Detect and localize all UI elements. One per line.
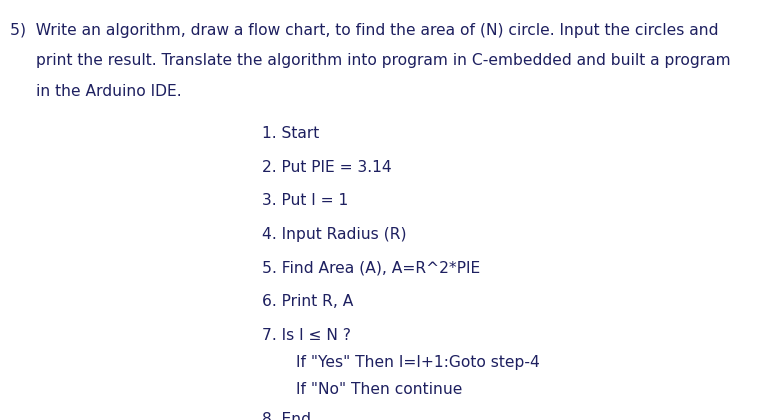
Text: 8. End: 8. End (262, 412, 311, 420)
Text: 1. Start: 1. Start (262, 126, 319, 141)
Text: 2. Put PIE = 3.14: 2. Put PIE = 3.14 (262, 160, 392, 175)
Text: 5)  Write an algorithm, draw a flow chart, to find the area of (N) circle. Input: 5) Write an algorithm, draw a flow chart… (10, 23, 718, 38)
Text: 7. Is I ≤ N ?: 7. Is I ≤ N ? (262, 328, 351, 343)
Text: 6. Print R, A: 6. Print R, A (262, 294, 353, 309)
Text: 3. Put I = 1: 3. Put I = 1 (262, 193, 348, 208)
Text: in the Arduino IDE.: in the Arduino IDE. (36, 84, 182, 99)
Text: If "Yes" Then I=I+1:Goto step-4: If "Yes" Then I=I+1:Goto step-4 (296, 355, 540, 370)
Text: If "No" Then continue: If "No" Then continue (296, 382, 463, 397)
Text: 4. Input Radius (R): 4. Input Radius (R) (262, 227, 407, 242)
Text: print the result. Translate the algorithm into program in C-embedded and built a: print the result. Translate the algorith… (36, 53, 731, 68)
Text: 5. Find Area (A), A=R^2*PIE: 5. Find Area (A), A=R^2*PIE (262, 260, 480, 276)
